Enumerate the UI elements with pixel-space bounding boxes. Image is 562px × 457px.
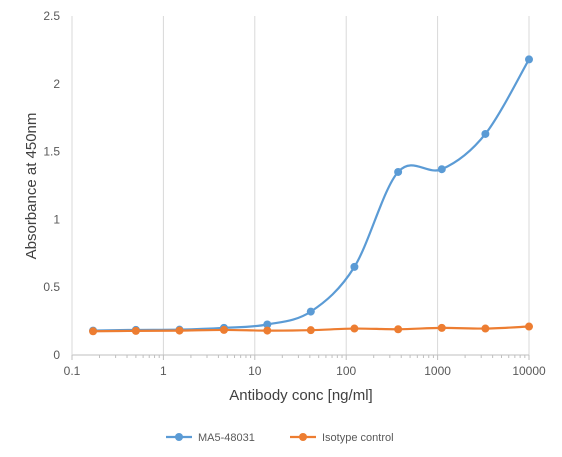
- data-point: [437, 323, 446, 332]
- y-tick-label: 1: [53, 212, 60, 226]
- x-axis-title: Antibody conc [ng/ml]: [229, 387, 372, 404]
- plot-area: [89, 55, 533, 336]
- y-tick-label: 2.5: [43, 9, 60, 23]
- data-point: [481, 129, 490, 138]
- series-ma5-48031: [89, 55, 533, 335]
- data-point: [131, 326, 140, 335]
- data-point: [525, 55, 533, 64]
- data-point: [219, 325, 228, 334]
- data-point: [350, 262, 359, 271]
- y-tick-label: 0.5: [43, 280, 60, 294]
- data-point: [525, 322, 533, 331]
- data-point: [263, 320, 272, 329]
- data-point: [175, 326, 184, 335]
- data-point: [394, 325, 403, 334]
- data-point: [306, 307, 315, 316]
- x-tick-label: 10: [248, 364, 262, 378]
- y-tick-label: 1.5: [43, 145, 60, 159]
- legend-swatch-marker: [175, 433, 183, 441]
- y-axis-title: Absorbance at 450nm: [23, 113, 40, 260]
- data-point: [350, 324, 359, 333]
- data-point: [306, 326, 315, 335]
- data-point: [394, 167, 403, 176]
- axes: [71, 16, 530, 360]
- legend-swatch-marker: [299, 433, 307, 441]
- legend-label: MA5-48031: [198, 432, 255, 444]
- legend: MA5-48031 Isotype control: [166, 432, 394, 444]
- legend-label: Isotype control: [322, 432, 394, 444]
- series-isotype-control: [89, 322, 533, 336]
- grid: [162, 16, 530, 355]
- data-point: [263, 326, 272, 335]
- x-tick-label: 1000: [424, 364, 451, 378]
- y-tick-label: 2: [53, 77, 60, 91]
- data-point: [437, 165, 446, 174]
- y-tick-label: 0: [53, 348, 60, 362]
- x-tick-label: 10000: [512, 364, 546, 378]
- x-tick-label: 0.1: [64, 364, 81, 378]
- x-tick-label: 1: [160, 364, 167, 378]
- data-point: [89, 327, 98, 336]
- x-tick-label: 100: [336, 364, 356, 378]
- series-line: [93, 58, 530, 332]
- data-point: [481, 324, 490, 333]
- tick-labels: 0.1 1 10 100 1000 10000 0 0.5 1 1.5 2 2.5: [43, 9, 546, 378]
